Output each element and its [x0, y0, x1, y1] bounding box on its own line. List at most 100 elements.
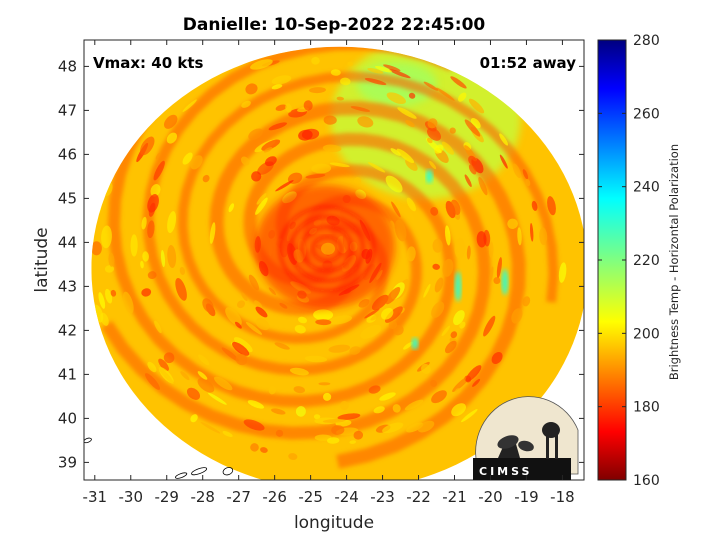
- cloud-cell: [392, 404, 401, 413]
- cloud-cell: [318, 382, 331, 386]
- cloud-cell: [445, 225, 451, 246]
- cloud-cell: [381, 307, 394, 320]
- cloud-cell: [167, 211, 177, 234]
- cloud-cell: [271, 408, 286, 415]
- cloud-cell: [450, 331, 458, 339]
- x-tick-label: -25: [298, 488, 323, 506]
- cloud-cell: [328, 315, 353, 325]
- cloud-cell: [468, 164, 477, 175]
- cloud-cell: [254, 300, 263, 309]
- cloud-cell: [459, 321, 466, 329]
- cloud-cell: [198, 354, 210, 366]
- cloud-cell: [386, 92, 406, 104]
- core-ring: [311, 235, 343, 263]
- cloud-cell: [340, 77, 351, 86]
- cloud-cell: [406, 422, 424, 433]
- y-tick-label: 40: [58, 409, 77, 427]
- colorbar-tick-label: 280: [633, 33, 660, 49]
- x-tick-label: -18: [550, 488, 575, 506]
- cloud-cell: [394, 219, 407, 242]
- cloud-cell: [373, 406, 385, 414]
- cloud-cell: [234, 321, 242, 329]
- cloud-cell: [248, 274, 260, 291]
- cloud-cell: [517, 227, 522, 246]
- cloud-cell: [241, 292, 248, 301]
- coastlines: [84, 437, 234, 479]
- cloud-cell: [367, 68, 384, 74]
- cloud-cell: [271, 75, 292, 85]
- cloud-cell: [141, 288, 152, 297]
- cloud-cell: [279, 302, 288, 309]
- cloud-cell: [375, 65, 392, 73]
- cloud-cell: [444, 340, 457, 354]
- cloud-cell: [472, 378, 481, 387]
- cloud-cell: [130, 234, 138, 257]
- warm-streak: [501, 269, 509, 295]
- cloud-cell: [202, 298, 214, 313]
- cloud-cell: [298, 129, 313, 141]
- cloud-cell: [353, 430, 364, 440]
- x-tick-label: -22: [406, 488, 431, 506]
- cloud-cell: [337, 413, 361, 420]
- cloud-cell: [436, 87, 455, 101]
- cloud-cell: [190, 155, 203, 170]
- swath-content: [91, 46, 584, 480]
- cloud-cell: [408, 92, 416, 99]
- cloud-cell: [108, 252, 115, 267]
- cloud-cell: [353, 177, 362, 185]
- cloud-cell: [294, 324, 306, 334]
- cloud-cell: [256, 193, 267, 205]
- x-tick-label: -30: [119, 488, 144, 506]
- cloud-cell: [147, 271, 157, 280]
- cloud-cell: [182, 152, 193, 165]
- cloud-cell: [328, 344, 351, 353]
- cloud-cell: [367, 162, 386, 173]
- x-tick-label: -20: [478, 488, 503, 506]
- cloud-cell: [466, 245, 471, 260]
- x-tick-label: -19: [514, 488, 539, 506]
- cloud-cell: [499, 154, 508, 169]
- cloud-cell: [141, 216, 147, 230]
- y-tick-label: 47: [58, 101, 77, 119]
- cloud-cell: [349, 440, 356, 444]
- warm-streak: [425, 169, 433, 184]
- cloud-cell: [295, 406, 306, 417]
- cloud-cell: [403, 341, 413, 350]
- cloud-cell: [339, 401, 349, 411]
- cloud-cell: [441, 141, 454, 155]
- cimss-logo: CIMSS: [473, 396, 579, 480]
- cloud-cell: [140, 260, 144, 269]
- cloud-cell: [248, 128, 263, 140]
- cloud-cell: [154, 320, 162, 334]
- cloud-cell: [98, 292, 106, 309]
- cloud-cell: [104, 265, 115, 273]
- swath-image: [91, 46, 584, 480]
- cloud-cell: [423, 283, 431, 298]
- cloud-cell: [450, 76, 467, 89]
- cloud-cell: [405, 120, 415, 128]
- x-tick-label: -24: [334, 488, 359, 506]
- cloud-cell: [327, 437, 340, 444]
- cloud-cell: [186, 387, 201, 400]
- cloud-cell: [389, 220, 395, 228]
- cloud-cell: [349, 346, 361, 355]
- cloud-cell: [163, 114, 178, 129]
- colorbar-tick-label: 240: [633, 180, 660, 196]
- x-tick-label: -28: [190, 488, 215, 506]
- cloud-cell: [247, 400, 265, 409]
- cloud-cell: [421, 363, 431, 374]
- cloud-cell: [147, 220, 155, 239]
- colorbar-label: Brightness Temp - Horizontal Polarizatio…: [667, 144, 681, 380]
- cloud-cell: [241, 100, 251, 108]
- cloud-cell: [285, 103, 292, 113]
- cloud-cell: [158, 367, 174, 385]
- coastline-island: [222, 467, 234, 476]
- plot-area: [84, 40, 584, 480]
- cloud-cell: [426, 127, 442, 141]
- vmax-annotation: Vmax: 40 kts: [93, 54, 203, 72]
- cloud-cell: [390, 148, 401, 156]
- cloud-cell: [158, 358, 169, 371]
- cloud-cell: [200, 421, 221, 434]
- cloud-cell: [265, 156, 277, 167]
